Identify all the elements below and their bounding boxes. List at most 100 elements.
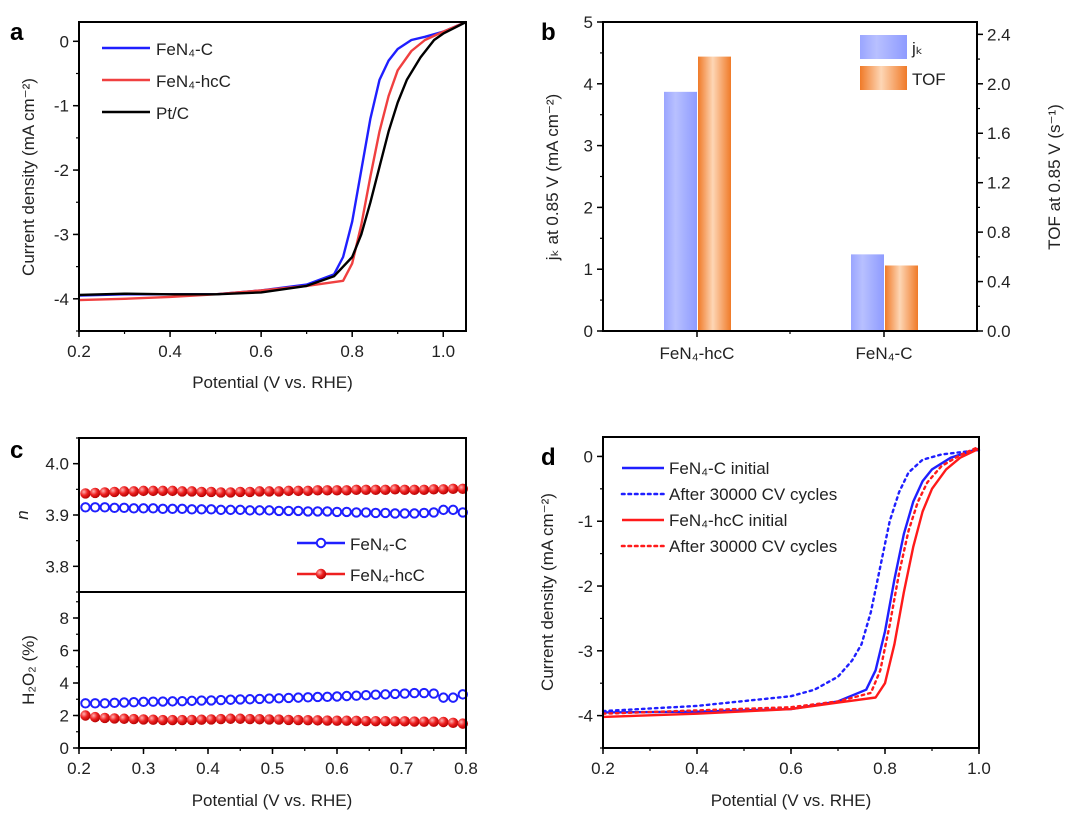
line-series-2 [602,447,980,719]
y-tick-label: 0 [584,322,593,341]
data-point-n [196,486,207,498]
data-point-n [206,504,217,515]
data-point-n [244,505,256,516]
x-tick-label: 0.3 [132,759,156,778]
data-point-h2o2 [380,689,391,700]
y-tick-label: 2 [60,707,69,726]
data-point-h2o2 [118,697,130,708]
data-point-h2o2 [186,695,198,707]
data-point-n [128,486,140,497]
y-axis-label: jₖ at 0.85 V (mA cm⁻²) [543,94,562,261]
line-series-1 [78,20,467,302]
x-tick-label: 0.4 [196,759,220,778]
data-point-n [80,488,91,499]
data-point-h2o2 [89,711,101,723]
data-point-n [80,502,91,513]
data-point-h2o2 [302,715,314,726]
data-point-h2o2 [322,715,333,726]
y-tick-label: 2.0 [987,75,1011,94]
legend-label: FeN₄-C [156,40,213,59]
bar-tof [698,56,731,331]
data-point-n [331,506,343,518]
data-point-h2o2 [438,716,449,728]
data-point-h2o2 [167,714,178,726]
y-axis-label-n: n [13,510,32,519]
data-point-h2o2 [235,713,246,724]
data-point-n [447,504,459,516]
legend-label: FeN₄-C initial [669,459,769,478]
y-axis-label: Current density (mA cm⁻²) [19,78,38,276]
x-tick-label: 0.8 [873,759,897,778]
data-point-n [293,505,304,517]
legend-swatch [860,66,907,90]
y-tick-label: 0 [60,32,69,51]
data-point-n [370,484,381,496]
data-point-h2o2 [254,693,265,705]
x-tick-label: 0.8 [454,759,478,778]
x-tick-label: 0.4 [158,342,182,361]
data-point-n [89,502,101,513]
data-point-h2o2 [389,716,401,727]
bar-jk [664,91,697,331]
data-point-h2o2 [206,714,217,725]
data-point-n [254,486,265,497]
data-point-n [215,487,227,498]
x-axis-label: Potential (V vs. RHE) [192,791,353,810]
data-point-n [322,506,333,517]
data-point-h2o2 [360,715,372,727]
data-point-n [399,484,410,496]
y-tick-label: 4.0 [45,455,69,474]
x-tick-label: 0.5 [261,759,285,778]
data-point-h2o2 [80,710,91,721]
x-axis-label: Potential (V vs. RHE) [711,791,872,810]
data-point-h2o2 [128,696,140,708]
data-point-n [235,504,246,516]
data-point-n [428,484,439,495]
data-point-h2o2 [370,689,381,700]
data-point-n [118,486,130,497]
data-point-n [409,484,420,496]
y-tick-label: -3 [54,225,69,244]
data-point-h2o2 [177,714,188,726]
data-point-n [389,484,401,495]
data-point-h2o2 [380,715,391,727]
data-point-n [99,487,111,498]
data-point-n [225,504,236,516]
data-point-n [118,502,130,514]
data-point-n [235,486,246,498]
data-point-n [206,486,217,498]
data-point-h2o2 [215,713,227,725]
data-point-h2o2 [89,698,101,709]
data-point-n [447,483,459,495]
y-tick-label: 1 [584,260,593,279]
panel-a-frame [78,21,467,332]
data-point-n [428,507,439,518]
data-point-h2o2 [177,696,188,707]
y-tick-label: 3.9 [45,506,69,525]
x-tick-label: 1.0 [431,342,455,361]
y-tick-label: 1.2 [987,174,1011,193]
legend-label: FeN₄-hcC [350,566,425,585]
data-point-n [177,486,188,497]
data-point-n [351,507,362,518]
y-axis-label: Current density (mA cm⁻²) [538,493,557,691]
y-tick-label: 0.0 [987,322,1011,341]
line-series-0 [78,20,467,297]
data-point-h2o2 [331,691,343,702]
data-point-n [244,486,256,498]
panel-letter: a [10,19,24,46]
data-point-n [380,484,391,496]
y-tick-label: -2 [578,577,593,596]
data-point-h2o2 [157,696,169,707]
data-point-h2o2 [418,716,430,727]
data-point-n [225,487,236,498]
x-tick-label: 0.7 [390,759,414,778]
data-point-n [399,508,410,519]
data-point-h2o2 [128,713,140,725]
panel-letter: b [541,19,556,46]
y-tick-label: 5 [584,13,593,32]
data-point-h2o2 [312,691,323,703]
legend-label: jₖ [911,39,923,58]
data-point-h2o2 [399,716,410,727]
y-tick-label: 0 [60,739,69,758]
